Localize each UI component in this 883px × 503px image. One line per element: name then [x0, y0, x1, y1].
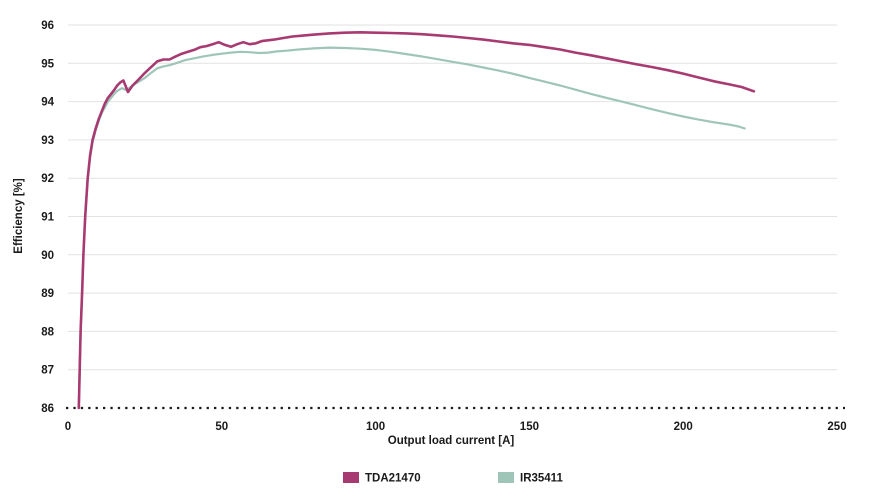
- y-tick-91: 91: [41, 212, 54, 224]
- y-tick-96: 96: [41, 20, 54, 32]
- y-tick-89: 89: [41, 288, 54, 300]
- y-tick-86: 86: [41, 403, 54, 415]
- series-line-tda21470: [77, 30, 756, 410]
- y-tick-87: 87: [41, 365, 54, 377]
- x-axis-label: Output load current [A]: [388, 435, 515, 447]
- legend: TDA21470 IR35411: [343, 472, 563, 485]
- legend-label-tda21470: TDA21470: [365, 473, 421, 485]
- legend-swatch-ir35411: [498, 472, 514, 483]
- legend-label-ir35411: IR35411: [520, 473, 563, 485]
- x-tick-150: 150: [520, 421, 539, 433]
- y-tick-90: 90: [41, 250, 54, 262]
- x-axis-tick-labels: 0 50 100 150 200 250: [65, 421, 847, 433]
- y-axis-tick-labels: 86 87 88 89 90 91 92 93 94 95 96: [41, 20, 54, 415]
- y-tick-94: 94: [41, 97, 54, 109]
- x-tick-100: 100: [366, 421, 385, 433]
- x-tick-50: 50: [215, 421, 228, 433]
- x-tick-250: 250: [827, 421, 846, 433]
- legend-swatch-tda21470: [343, 472, 359, 483]
- y-tick-92: 92: [41, 173, 54, 185]
- y-axis-label: Efficiency [%]: [13, 178, 25, 254]
- x-tick-200: 200: [674, 421, 693, 433]
- y-tick-95: 95: [41, 58, 54, 70]
- gridlines: [68, 24, 837, 371]
- y-tick-93: 93: [41, 135, 54, 147]
- x-tick-0: 0: [65, 421, 71, 433]
- series-lines: [77, 30, 756, 410]
- y-tick-88: 88: [41, 326, 54, 338]
